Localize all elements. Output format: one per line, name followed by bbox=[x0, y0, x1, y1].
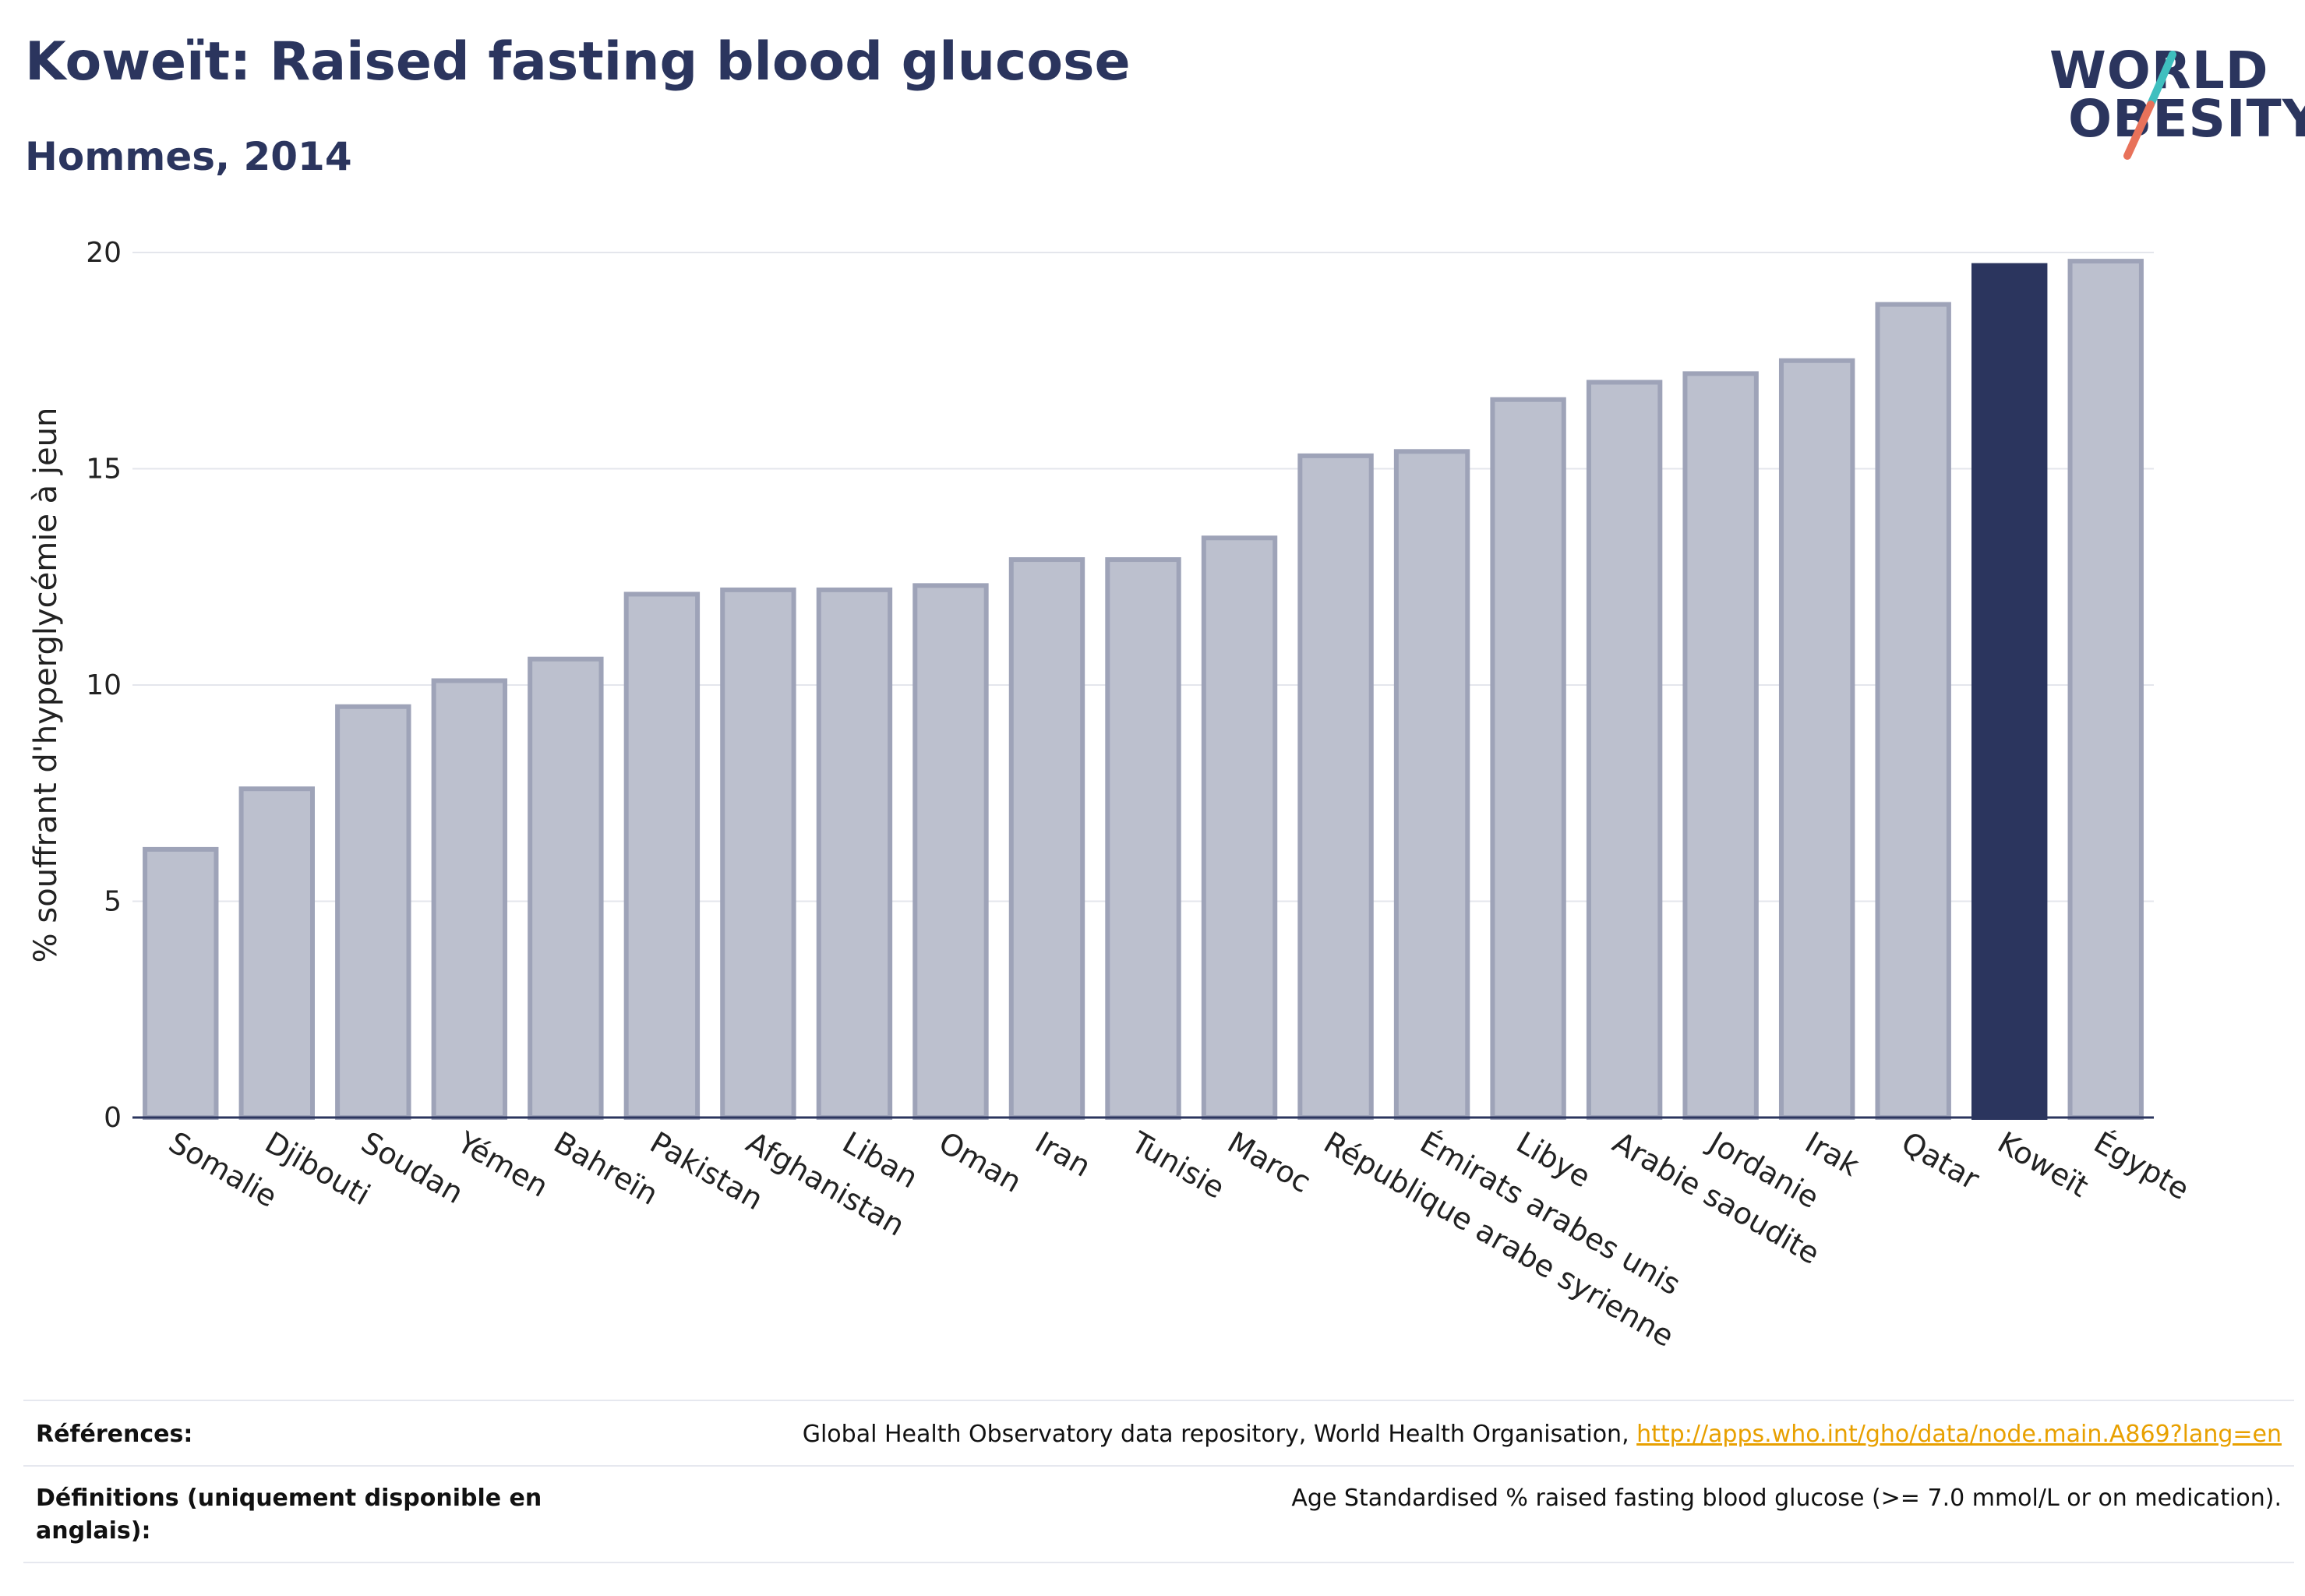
bar bbox=[912, 583, 989, 1121]
bar bbox=[2067, 259, 2144, 1121]
footer-divider-top bbox=[23, 1400, 2294, 1401]
chart-subtitle: Hommes, 2014 bbox=[25, 134, 352, 179]
definitions-value: Age Standardised % raised fasting blood … bbox=[1291, 1485, 2282, 1512]
x-axis-labels: SomalieDjiboutiSoudanYémenBahreïnPakista… bbox=[163, 1125, 2195, 1354]
definitions-label-line-1: Définitions (uniquement disponible en bbox=[36, 1485, 542, 1512]
references-label: Références: bbox=[36, 1421, 193, 1448]
footer-divider-middle bbox=[23, 1465, 2294, 1467]
footer-divider-bottom bbox=[23, 1562, 2294, 1563]
y-tick-label: 20 bbox=[86, 237, 122, 269]
x-tick-label: Égypte bbox=[2088, 1125, 2195, 1207]
bar bbox=[1875, 302, 1951, 1121]
x-tick-label: Bahreïn bbox=[548, 1125, 664, 1212]
bar bbox=[1682, 371, 1759, 1120]
bar-highlighted bbox=[1971, 263, 2048, 1120]
references-text: Global Health Observatory data repositor… bbox=[802, 1421, 1637, 1448]
bar bbox=[1393, 449, 1470, 1120]
bar bbox=[1201, 535, 1278, 1120]
x-tick-label: Oman bbox=[933, 1125, 1027, 1199]
bar bbox=[1490, 397, 1566, 1120]
bar bbox=[1586, 380, 1663, 1120]
bar bbox=[1105, 557, 1181, 1120]
bar bbox=[238, 786, 315, 1120]
x-tick-label: Iran bbox=[1029, 1125, 1096, 1184]
bars bbox=[132, 259, 2154, 1121]
bar bbox=[431, 678, 508, 1120]
y-tick-label: 0 bbox=[104, 1102, 122, 1134]
references-value: Global Health Observatory data repositor… bbox=[803, 1418, 2282, 1451]
y-tick-label: 15 bbox=[86, 454, 122, 486]
chart-title: Koweït: Raised fasting blood glucose bbox=[25, 31, 1131, 93]
x-tick-label: Somalie bbox=[163, 1125, 283, 1214]
x-tick-label: Qatar bbox=[1896, 1125, 1986, 1197]
logo-line-2: OBESITY bbox=[2068, 89, 2305, 149]
bar bbox=[720, 587, 796, 1120]
y-axis-ticks: 0 5 10 15 20 bbox=[86, 237, 122, 1134]
x-tick-label: Soudan bbox=[355, 1125, 469, 1211]
bar bbox=[816, 587, 893, 1120]
logo-slash-icon bbox=[2123, 51, 2176, 160]
bar bbox=[528, 656, 604, 1120]
bar bbox=[143, 846, 219, 1121]
x-tick-label: Yémen bbox=[451, 1125, 554, 1204]
bar bbox=[1297, 453, 1374, 1121]
definitions-label-line-2: anglais): bbox=[36, 1517, 151, 1545]
x-tick-label: Djibouti bbox=[259, 1125, 376, 1213]
x-tick-label: Irak bbox=[1799, 1125, 1865, 1183]
bar bbox=[335, 704, 411, 1120]
bar-chart: 0 5 10 15 20 SomalieDjiboutiSoudanYémenBahre… bbox=[28, 237, 2195, 1354]
definitions-label: Définitions (uniquement disponible en an… bbox=[36, 1482, 542, 1548]
bar bbox=[1778, 358, 1855, 1120]
y-tick-label: 10 bbox=[86, 669, 122, 701]
references-link[interactable]: http://apps.who.int/gho/data/node.main.A… bbox=[1636, 1421, 2282, 1448]
x-tick-label: Koweït bbox=[1992, 1125, 2094, 1204]
y-axis-title: % souffrant d'hyperglycémie à jeun bbox=[28, 408, 64, 963]
x-tick-label: Tunisie bbox=[1125, 1125, 1230, 1206]
bar bbox=[1008, 557, 1085, 1120]
y-tick-label: 5 bbox=[104, 886, 122, 918]
world-obesity-logo: WORLD OBESITY bbox=[2034, 37, 2305, 170]
bar bbox=[623, 591, 701, 1120]
x-tick-label: Maroc bbox=[1222, 1125, 1317, 1200]
